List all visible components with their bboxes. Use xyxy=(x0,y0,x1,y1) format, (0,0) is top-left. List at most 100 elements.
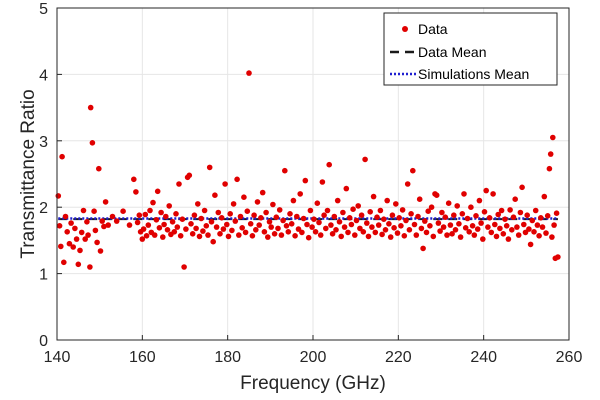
data-point xyxy=(143,233,150,239)
data-point xyxy=(398,223,404,229)
data-point xyxy=(539,224,546,230)
data-point xyxy=(302,177,309,184)
y-tick-label: 5 xyxy=(39,1,48,18)
data-point xyxy=(236,232,242,238)
data-point xyxy=(369,224,375,230)
data-point xyxy=(193,225,199,232)
data-point xyxy=(391,225,397,231)
data-point xyxy=(471,232,478,238)
data-point xyxy=(75,261,82,268)
data-point xyxy=(469,223,476,229)
data-point xyxy=(517,209,524,216)
data-point xyxy=(331,213,338,220)
data-point xyxy=(73,236,80,242)
data-point xyxy=(206,164,213,171)
x-tick-label: 160 xyxy=(129,349,156,366)
data-point xyxy=(196,233,203,240)
data-point xyxy=(304,221,310,228)
data-point xyxy=(492,221,498,228)
data-point xyxy=(336,219,343,225)
data-point xyxy=(551,222,557,228)
data-point xyxy=(321,212,327,218)
data-point xyxy=(290,197,297,204)
data-point xyxy=(198,215,204,222)
data-point xyxy=(239,225,245,231)
data-point xyxy=(99,218,105,224)
data-point xyxy=(247,221,254,227)
data-point xyxy=(442,214,449,220)
data-point xyxy=(451,212,457,218)
data-point xyxy=(483,187,490,194)
data-point xyxy=(495,211,502,218)
data-point xyxy=(78,229,85,236)
data-point xyxy=(68,220,74,226)
data-point xyxy=(87,104,94,111)
data-point xyxy=(91,208,97,214)
data-point xyxy=(433,192,440,198)
data-point xyxy=(136,212,143,218)
data-point xyxy=(393,201,399,207)
data-point xyxy=(534,222,541,228)
data-point xyxy=(334,197,341,204)
data-point xyxy=(541,193,548,200)
data-point xyxy=(439,209,445,216)
data-point xyxy=(147,207,153,214)
data-point xyxy=(379,231,385,238)
data-point xyxy=(218,215,225,221)
data-point xyxy=(160,234,166,240)
data-point xyxy=(531,229,537,235)
data-point xyxy=(246,70,252,76)
data-point xyxy=(435,220,442,226)
data-point xyxy=(154,188,161,195)
data-point xyxy=(102,199,109,205)
data-point xyxy=(404,181,411,187)
data-point xyxy=(555,254,561,260)
x-tick-label: 180 xyxy=(214,349,241,366)
data-point xyxy=(276,207,283,213)
data-point xyxy=(510,214,517,220)
data-point xyxy=(386,221,392,227)
data-point xyxy=(512,196,518,202)
data-point xyxy=(191,212,198,218)
data-point xyxy=(61,259,67,266)
y-tick-label: 1 xyxy=(39,267,48,284)
data-point xyxy=(309,224,315,230)
data-point xyxy=(401,233,408,239)
data-point xyxy=(278,232,285,238)
data-point xyxy=(538,215,544,221)
x-tick-label: 140 xyxy=(44,349,71,366)
data-point xyxy=(415,213,421,220)
data-point xyxy=(536,233,542,239)
data-point xyxy=(145,222,152,228)
data-point xyxy=(70,244,76,250)
data-point xyxy=(476,197,483,204)
data-point xyxy=(445,200,452,206)
data-point xyxy=(87,264,93,270)
data-point xyxy=(526,226,532,232)
data-point xyxy=(452,227,459,233)
data-point xyxy=(251,212,257,218)
data-point xyxy=(292,233,298,239)
data-point xyxy=(524,212,530,218)
data-point xyxy=(527,241,534,248)
x-tick-label: 240 xyxy=(470,349,497,366)
data-point xyxy=(403,217,409,224)
data-point xyxy=(329,231,336,237)
data-point xyxy=(80,207,87,214)
legend-sim-mean-label: Simulations Mean xyxy=(418,66,529,82)
data-point xyxy=(394,230,401,236)
data-point xyxy=(500,231,507,237)
data-point xyxy=(259,189,266,196)
data-point xyxy=(261,229,268,235)
data-point xyxy=(263,209,269,216)
data-point xyxy=(297,191,304,197)
data-point xyxy=(275,225,281,232)
data-point xyxy=(352,232,358,238)
data-point xyxy=(85,232,91,238)
data-point xyxy=(350,206,356,212)
data-point xyxy=(338,233,345,240)
data-point xyxy=(294,213,300,220)
data-point xyxy=(212,192,218,198)
data-point xyxy=(94,239,100,246)
